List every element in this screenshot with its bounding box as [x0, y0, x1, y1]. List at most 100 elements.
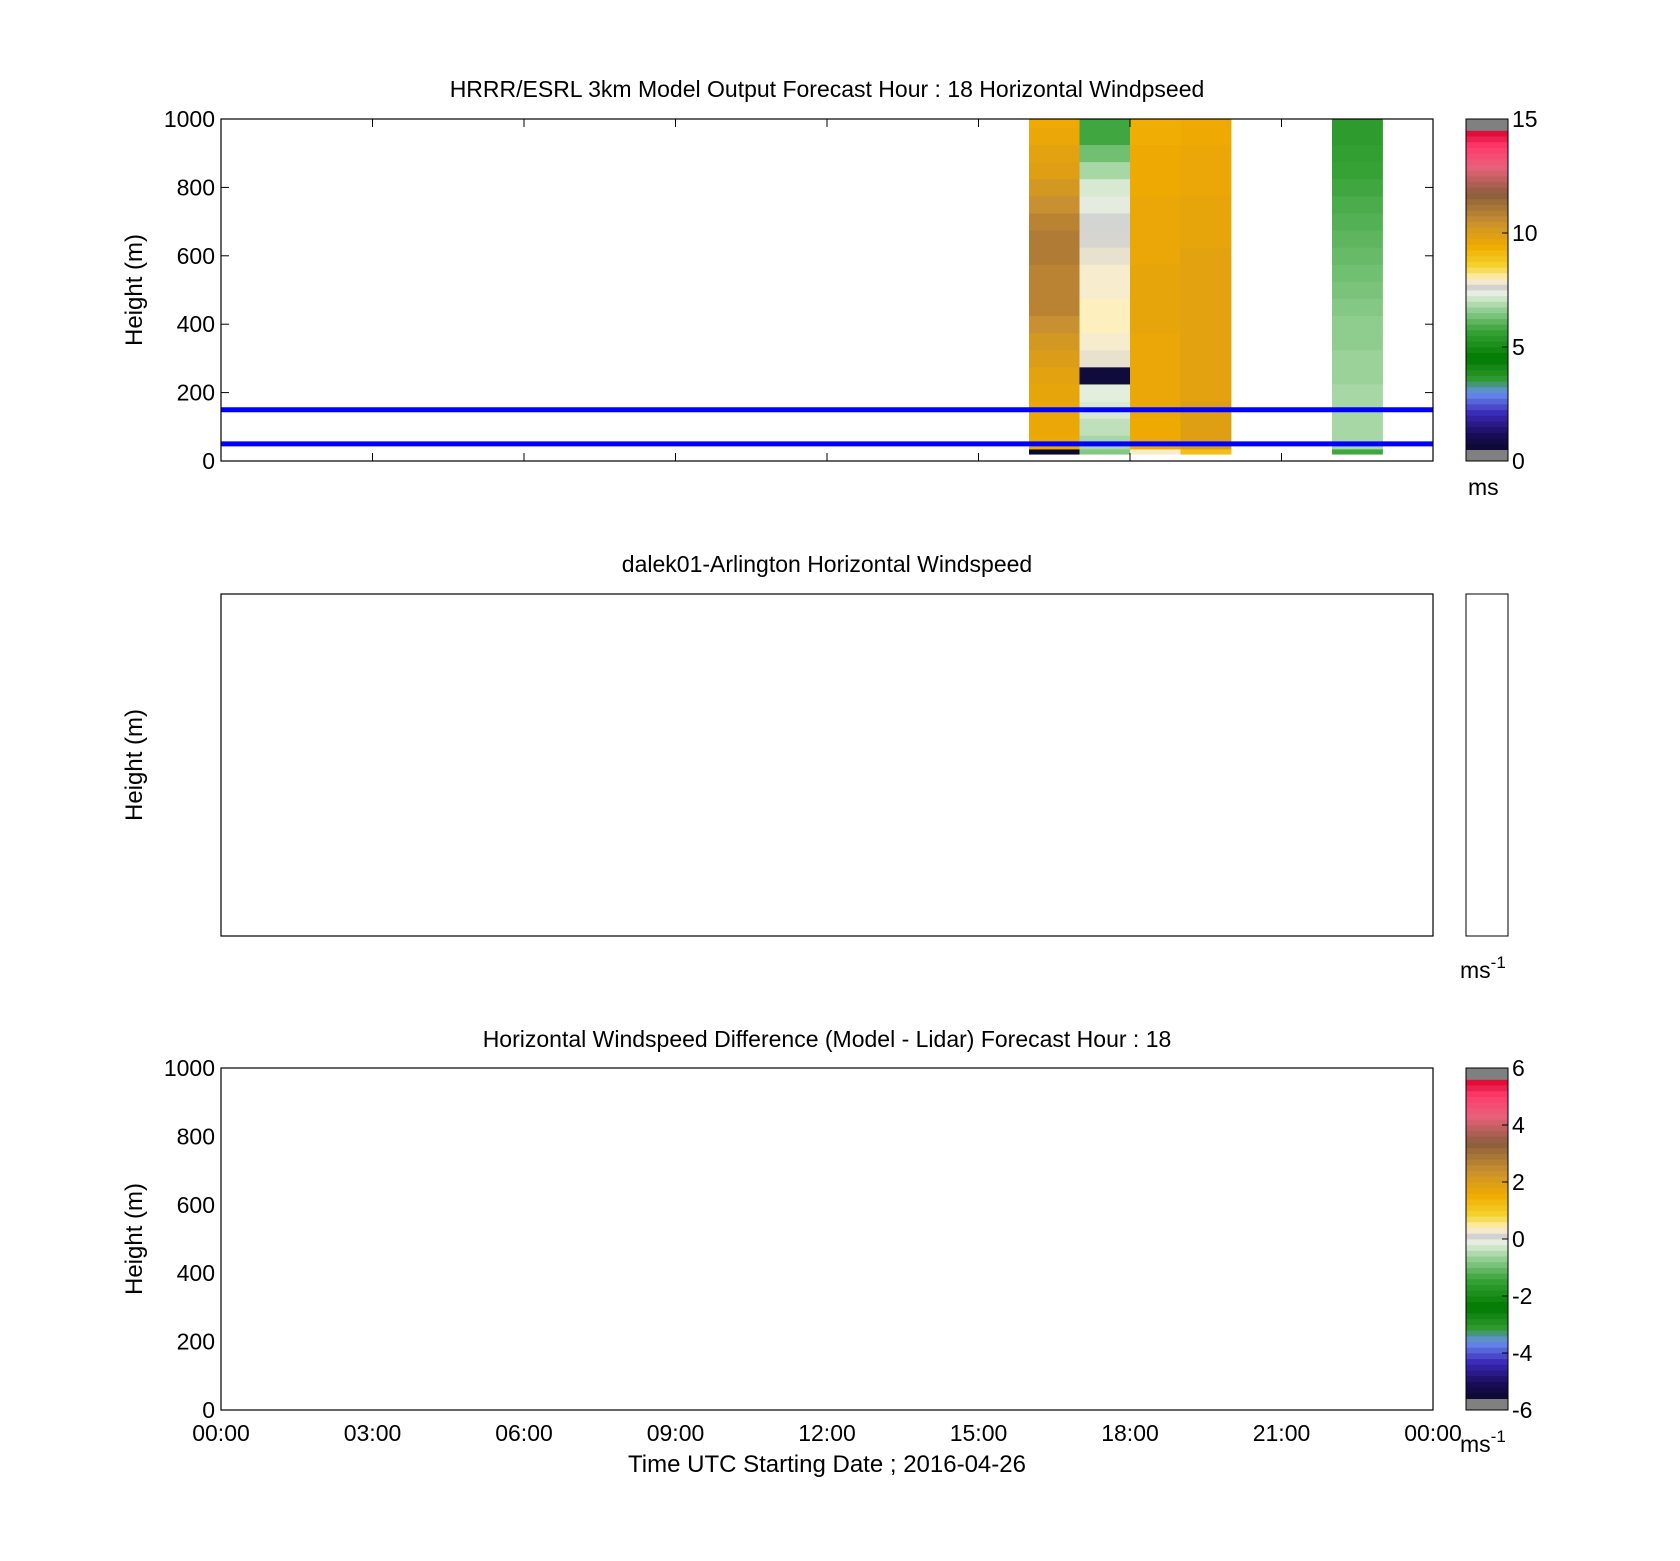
- colorbar-cell: [1466, 238, 1508, 245]
- heatmap-cell: [1079, 449, 1131, 455]
- x-tick-labels: 00:00 03:00 06:00 09:00 12:00 15:00 18:00 21:00…: [192, 1420, 1462, 1446]
- colorbar-cell: [1466, 1330, 1508, 1337]
- colorbar-cell: [1466, 1284, 1508, 1291]
- colorbar-cell: [1466, 1096, 1508, 1103]
- colorbar-tick-label: 0: [1512, 1226, 1525, 1252]
- colorbar-cell: [1466, 1347, 1508, 1354]
- colorbar-tick-label: -6: [1512, 1397, 1532, 1423]
- heatmap-cell: [1180, 449, 1232, 455]
- colorbar-cell: [1466, 1381, 1508, 1388]
- heatmap-cell: [1029, 127, 1080, 146]
- heatmap-cell: [1029, 247, 1080, 265]
- heatmap-cell: [1180, 418, 1232, 436]
- colorbar-cell: [1466, 381, 1508, 388]
- heatmap-cell: [1130, 195, 1181, 214]
- heatmap-cell: [1332, 315, 1383, 334]
- y-tick-label: 400: [177, 311, 215, 337]
- heatmap-cell: [1332, 178, 1383, 197]
- heatmap-cell: [1079, 315, 1131, 334]
- heatmap-cell: [1079, 298, 1131, 317]
- heatmap-cell: [1029, 230, 1080, 248]
- colorbar-unit: ms: [1468, 474, 1499, 500]
- colorbar-cell: [1466, 369, 1508, 376]
- colorbar-cell: [1466, 1164, 1508, 1171]
- heatmap-cell: [1180, 315, 1232, 334]
- colorbar-cell: [1466, 1250, 1508, 1257]
- colorbar-cell: [1466, 1335, 1508, 1342]
- heatmap-cell: [1332, 213, 1383, 231]
- colorbar-cell: [1466, 1273, 1508, 1280]
- heatmap-cell: [1180, 127, 1232, 146]
- colorbar-cell: [1466, 1136, 1508, 1143]
- y-tick-label: 800: [177, 1123, 215, 1149]
- panel-model: HRRR/ESRL 3km Model Output Forecast Hour…: [121, 76, 1538, 500]
- colorbar-cell: [1466, 1313, 1508, 1320]
- colorbar-tick-label: -4: [1512, 1340, 1533, 1366]
- heatmap-cell: [1130, 349, 1181, 368]
- heatmap-cell: [1130, 298, 1181, 317]
- heatmap-cell: [1180, 384, 1232, 402]
- heatmap-cell: [1332, 449, 1383, 455]
- y-tick-label: 1000: [164, 106, 215, 132]
- unit-exponent: -1: [1491, 953, 1506, 972]
- heatmap-cell: [1079, 384, 1131, 402]
- heatmap-cell: [1079, 349, 1131, 368]
- heatmap-cell: [1029, 366, 1080, 385]
- colorbar-cell: [1466, 1113, 1508, 1120]
- colorbar-cell: [1466, 1216, 1508, 1223]
- colorbar-cell: [1466, 1147, 1508, 1154]
- colorbar-cell: [1466, 278, 1508, 285]
- colorbar-cell: [1466, 421, 1508, 428]
- colorbar-cell: [1466, 1227, 1508, 1234]
- highlight-lines: [221, 407, 1433, 447]
- heatmap-cell: [1332, 366, 1383, 385]
- heatmap-cell: [1130, 127, 1181, 146]
- heatmap-cell: [1180, 195, 1232, 214]
- colorbar-cell: [1466, 193, 1508, 200]
- colorbar-cell: [1466, 1375, 1508, 1382]
- colorbar-cell: [1466, 227, 1508, 234]
- heatmap-cell: [1029, 418, 1080, 436]
- x-tick-label: 00:00: [1404, 1420, 1462, 1446]
- heatmap-cell: [1332, 127, 1383, 146]
- colorbar-tick-label: 15: [1512, 106, 1538, 132]
- colorbar-cell: [1466, 1068, 1508, 1075]
- colorbar-cell: [1466, 1119, 1508, 1126]
- colorbar-cell: [1466, 398, 1508, 405]
- y-tick-label: 0: [202, 1397, 215, 1423]
- colorbar-cell: [1466, 233, 1508, 240]
- colorbar-cells: [1466, 1068, 1508, 1411]
- colorbar-cell: [1466, 261, 1508, 268]
- colorbar-cell: [1466, 1290, 1508, 1297]
- colorbar-cell: [1466, 1301, 1508, 1308]
- y-tick-label: 400: [177, 1260, 215, 1286]
- colorbar-cell: [1466, 426, 1508, 433]
- heatmap-cell: [1029, 178, 1080, 197]
- colorbar-cell: [1466, 176, 1508, 183]
- heatmap-cell: [1079, 161, 1131, 180]
- colorbar-cell: [1466, 250, 1508, 257]
- unit-base: ms: [1460, 957, 1491, 983]
- colorbar-cell: [1466, 1404, 1508, 1411]
- heatmap-cell: [1180, 349, 1232, 368]
- colorbar-cell: [1466, 1176, 1508, 1183]
- heatmap-cell: [1029, 298, 1080, 317]
- colorbar-cell: [1466, 1353, 1508, 1360]
- colorbar-cell: [1466, 1239, 1508, 1246]
- colorbar-cell: [1466, 335, 1508, 342]
- y-tick-label: 1000: [164, 1055, 215, 1081]
- x-tick-label: 03:00: [344, 1420, 402, 1446]
- colorbar-cell: [1466, 1193, 1508, 1200]
- y-ticks: 0 200 400 600 800 1000: [164, 1055, 1433, 1423]
- colorbar-cell: [1466, 1107, 1508, 1114]
- colorbar-tick-label: 6: [1512, 1055, 1525, 1081]
- x-tick-label: 00:00: [192, 1420, 250, 1446]
- colorbar-cell: [1466, 170, 1508, 177]
- colorbar-tick-label: 2: [1512, 1169, 1525, 1195]
- colorbar-ticks: 0 5 10 15: [1502, 106, 1538, 474]
- colorbar: 0 5 10 15 ms: [1465, 106, 1538, 500]
- colorbar-cell: [1466, 443, 1508, 450]
- heatmap-cell: [1130, 144, 1181, 163]
- heatmap-cell: [1332, 298, 1383, 317]
- colorbar-cell: [1466, 1130, 1508, 1137]
